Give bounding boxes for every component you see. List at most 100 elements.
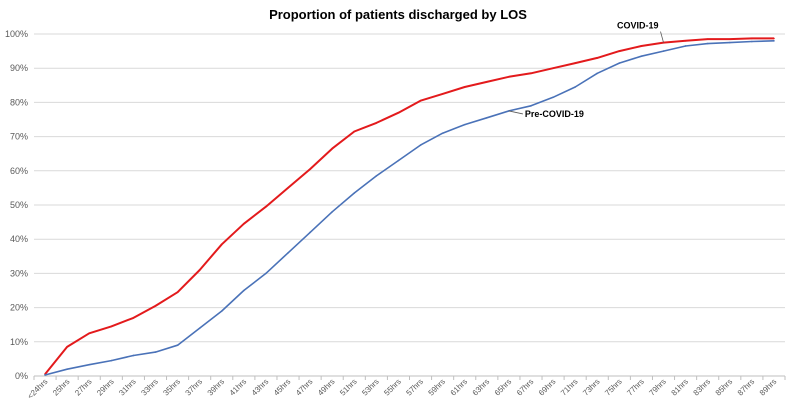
data-point	[419, 144, 422, 146]
data-point	[684, 45, 687, 47]
x-tick-label: 81hrs	[670, 377, 691, 398]
data-point	[110, 325, 113, 328]
x-tick-label: 25hrs	[51, 377, 72, 398]
data-point	[309, 231, 311, 234]
y-tick-label: 50%	[10, 200, 28, 210]
x-tick-label: 51hrs	[338, 377, 359, 398]
y-tick-label: 20%	[10, 303, 28, 313]
y-tick-label: 60%	[10, 166, 28, 176]
x-tick-label: 73hrs	[581, 377, 602, 398]
series-line	[44, 37, 774, 375]
x-tick-label: 37hrs	[184, 377, 205, 398]
data-point	[353, 130, 356, 133]
x-tick-label: 49hrs	[316, 377, 337, 398]
y-tick-label: 100%	[5, 29, 28, 39]
x-tick-label: 85hrs	[714, 377, 735, 398]
data-point	[618, 50, 621, 52]
data-point	[751, 37, 753, 40]
data-point	[353, 192, 356, 194]
series-0	[44, 37, 775, 376]
data-point	[618, 62, 621, 64]
annotation-leader	[660, 31, 664, 43]
y-axis-ticks: 0% 10% 20% 30% 40% 50% 60% 70% 80% 90% 100%	[5, 29, 28, 381]
data-point	[44, 374, 46, 376]
data-point	[154, 305, 157, 307]
data-point	[441, 132, 444, 134]
data-point	[574, 86, 576, 88]
x-axis: <24hrs 25hrs 27hrs 29hrs 31hrs 33hrs 35hrs 37hr…	[26, 375, 786, 401]
data-point	[773, 37, 775, 40]
data-point	[331, 147, 333, 150]
y-tick-label: 30%	[10, 268, 28, 278]
data-point	[265, 272, 267, 275]
data-point	[220, 310, 223, 312]
data-point	[287, 252, 289, 254]
annotation-label: Pre-COVID-19	[525, 109, 584, 119]
annotation-label: COVID-19	[617, 21, 659, 31]
x-tick-label: 43hrs	[250, 377, 271, 398]
y-tick-label: 0%	[15, 371, 28, 381]
data-point	[331, 211, 333, 213]
x-tick-label: 63hrs	[471, 377, 492, 398]
data-point	[662, 50, 665, 52]
data-point	[728, 38, 731, 40]
x-tick-label: 67hrs	[515, 377, 536, 398]
x-tick-label: <24hrs	[26, 377, 50, 401]
data-point	[463, 86, 466, 88]
data-point	[552, 96, 554, 99]
annotation-leader	[508, 110, 523, 115]
y-tick-label: 40%	[10, 234, 28, 244]
x-tick-label: 71hrs	[559, 377, 580, 398]
data-point	[486, 81, 488, 83]
x-tick-label: 39hrs	[206, 377, 227, 398]
series-lines	[44, 37, 775, 376]
data-point	[463, 123, 466, 126]
x-tick-label: 27hrs	[73, 377, 94, 398]
data-point	[552, 67, 554, 69]
x-tick-label: 77hrs	[625, 377, 646, 398]
data-point	[596, 72, 599, 75]
data-point	[706, 42, 709, 45]
y-tick-label: 10%	[10, 337, 28, 347]
series-line	[44, 40, 775, 376]
data-point	[243, 289, 245, 292]
data-point	[728, 41, 731, 44]
chart-title: Proportion of patients discharged by LOS	[269, 7, 527, 22]
annotations: COVID-19 Pre-COVID-19	[508, 21, 664, 119]
data-point	[684, 40, 687, 42]
y-tick-label: 80%	[10, 97, 28, 107]
x-tick-label: 61hrs	[449, 377, 470, 398]
data-point	[88, 363, 91, 366]
data-point	[375, 175, 378, 177]
y-tick-label: 90%	[10, 63, 28, 73]
data-point	[706, 38, 709, 40]
data-point	[419, 99, 422, 102]
data-point	[486, 116, 488, 119]
x-tick-label: 29hrs	[95, 377, 116, 398]
gridlines	[34, 33, 785, 343]
data-point	[640, 45, 643, 47]
x-tick-label: 53hrs	[360, 377, 381, 398]
data-point	[88, 332, 91, 335]
x-tick-label: 31hrs	[117, 377, 138, 398]
x-tick-label: 75hrs	[603, 377, 624, 398]
data-point	[66, 346, 68, 348]
x-tick-label: 83hrs	[692, 377, 713, 398]
x-tick-label: 57hrs	[404, 377, 425, 398]
x-tick-label: 47hrs	[294, 377, 315, 398]
data-point	[176, 291, 179, 294]
data-point	[198, 269, 201, 271]
data-point	[441, 93, 444, 95]
data-point	[530, 72, 532, 75]
data-point	[220, 243, 223, 246]
data-point	[773, 40, 775, 42]
data-point	[132, 317, 135, 319]
data-point	[176, 344, 179, 347]
data-point	[66, 368, 68, 370]
x-tick-label: 59hrs	[427, 377, 448, 398]
data-point	[154, 351, 157, 353]
x-tick-label: 41hrs	[228, 377, 249, 398]
data-point	[596, 57, 599, 59]
